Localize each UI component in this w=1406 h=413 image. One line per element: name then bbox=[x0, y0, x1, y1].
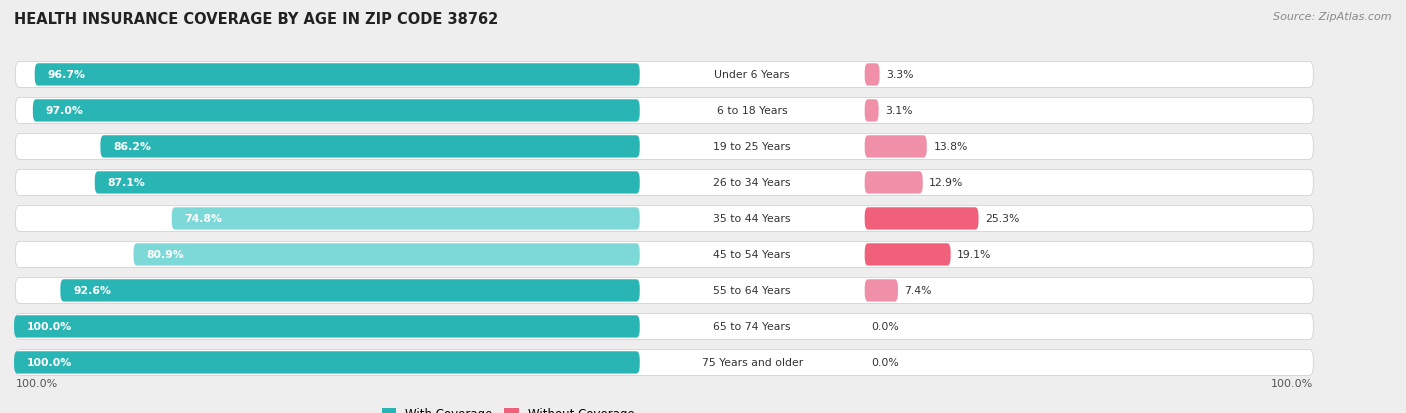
Text: 100.0%: 100.0% bbox=[27, 358, 72, 368]
Text: 12.9%: 12.9% bbox=[929, 178, 963, 188]
Text: 75 Years and older: 75 Years and older bbox=[702, 358, 803, 368]
Text: Source: ZipAtlas.com: Source: ZipAtlas.com bbox=[1274, 12, 1392, 22]
Text: 3.3%: 3.3% bbox=[886, 70, 914, 80]
Text: 86.2%: 86.2% bbox=[114, 142, 152, 152]
FancyBboxPatch shape bbox=[94, 172, 640, 194]
Text: 7.4%: 7.4% bbox=[904, 286, 932, 296]
FancyBboxPatch shape bbox=[865, 208, 979, 230]
Text: 97.0%: 97.0% bbox=[46, 106, 84, 116]
FancyBboxPatch shape bbox=[134, 244, 640, 266]
FancyBboxPatch shape bbox=[15, 350, 1313, 375]
FancyBboxPatch shape bbox=[865, 100, 879, 122]
FancyBboxPatch shape bbox=[15, 62, 1313, 88]
Text: 45 to 54 Years: 45 to 54 Years bbox=[713, 250, 792, 260]
Text: 0.0%: 0.0% bbox=[872, 322, 898, 332]
Text: Under 6 Years: Under 6 Years bbox=[714, 70, 790, 80]
FancyBboxPatch shape bbox=[15, 206, 1313, 232]
FancyBboxPatch shape bbox=[865, 280, 898, 302]
FancyBboxPatch shape bbox=[100, 136, 640, 158]
FancyBboxPatch shape bbox=[15, 170, 1313, 196]
Text: HEALTH INSURANCE COVERAGE BY AGE IN ZIP CODE 38762: HEALTH INSURANCE COVERAGE BY AGE IN ZIP … bbox=[14, 12, 498, 27]
FancyBboxPatch shape bbox=[865, 172, 922, 194]
FancyBboxPatch shape bbox=[32, 100, 640, 122]
Text: 0.0%: 0.0% bbox=[872, 358, 898, 368]
Text: 92.6%: 92.6% bbox=[73, 286, 111, 296]
FancyBboxPatch shape bbox=[865, 136, 927, 158]
FancyBboxPatch shape bbox=[15, 134, 1313, 160]
Text: 3.1%: 3.1% bbox=[886, 106, 912, 116]
Text: 25.3%: 25.3% bbox=[986, 214, 1019, 224]
Text: 80.9%: 80.9% bbox=[146, 250, 184, 260]
Legend: With Coverage, Without Coverage: With Coverage, Without Coverage bbox=[377, 402, 640, 413]
FancyBboxPatch shape bbox=[35, 64, 640, 86]
Text: 13.8%: 13.8% bbox=[934, 142, 967, 152]
FancyBboxPatch shape bbox=[14, 351, 640, 374]
FancyBboxPatch shape bbox=[15, 242, 1313, 268]
Text: 35 to 44 Years: 35 to 44 Years bbox=[713, 214, 792, 224]
Text: 19.1%: 19.1% bbox=[957, 250, 991, 260]
Text: 74.8%: 74.8% bbox=[184, 214, 222, 224]
Text: 96.7%: 96.7% bbox=[48, 70, 86, 80]
Text: 100.0%: 100.0% bbox=[15, 378, 58, 388]
FancyBboxPatch shape bbox=[15, 278, 1313, 304]
Text: 6 to 18 Years: 6 to 18 Years bbox=[717, 106, 787, 116]
FancyBboxPatch shape bbox=[865, 64, 880, 86]
Text: 19 to 25 Years: 19 to 25 Years bbox=[713, 142, 792, 152]
Text: 87.1%: 87.1% bbox=[108, 178, 146, 188]
FancyBboxPatch shape bbox=[172, 208, 640, 230]
FancyBboxPatch shape bbox=[14, 316, 640, 338]
FancyBboxPatch shape bbox=[15, 314, 1313, 339]
Text: 26 to 34 Years: 26 to 34 Years bbox=[713, 178, 792, 188]
Text: 65 to 74 Years: 65 to 74 Years bbox=[713, 322, 792, 332]
FancyBboxPatch shape bbox=[15, 98, 1313, 124]
Text: 100.0%: 100.0% bbox=[1271, 378, 1313, 388]
Text: 100.0%: 100.0% bbox=[27, 322, 72, 332]
FancyBboxPatch shape bbox=[865, 244, 950, 266]
FancyBboxPatch shape bbox=[60, 280, 640, 302]
Text: 55 to 64 Years: 55 to 64 Years bbox=[713, 286, 792, 296]
